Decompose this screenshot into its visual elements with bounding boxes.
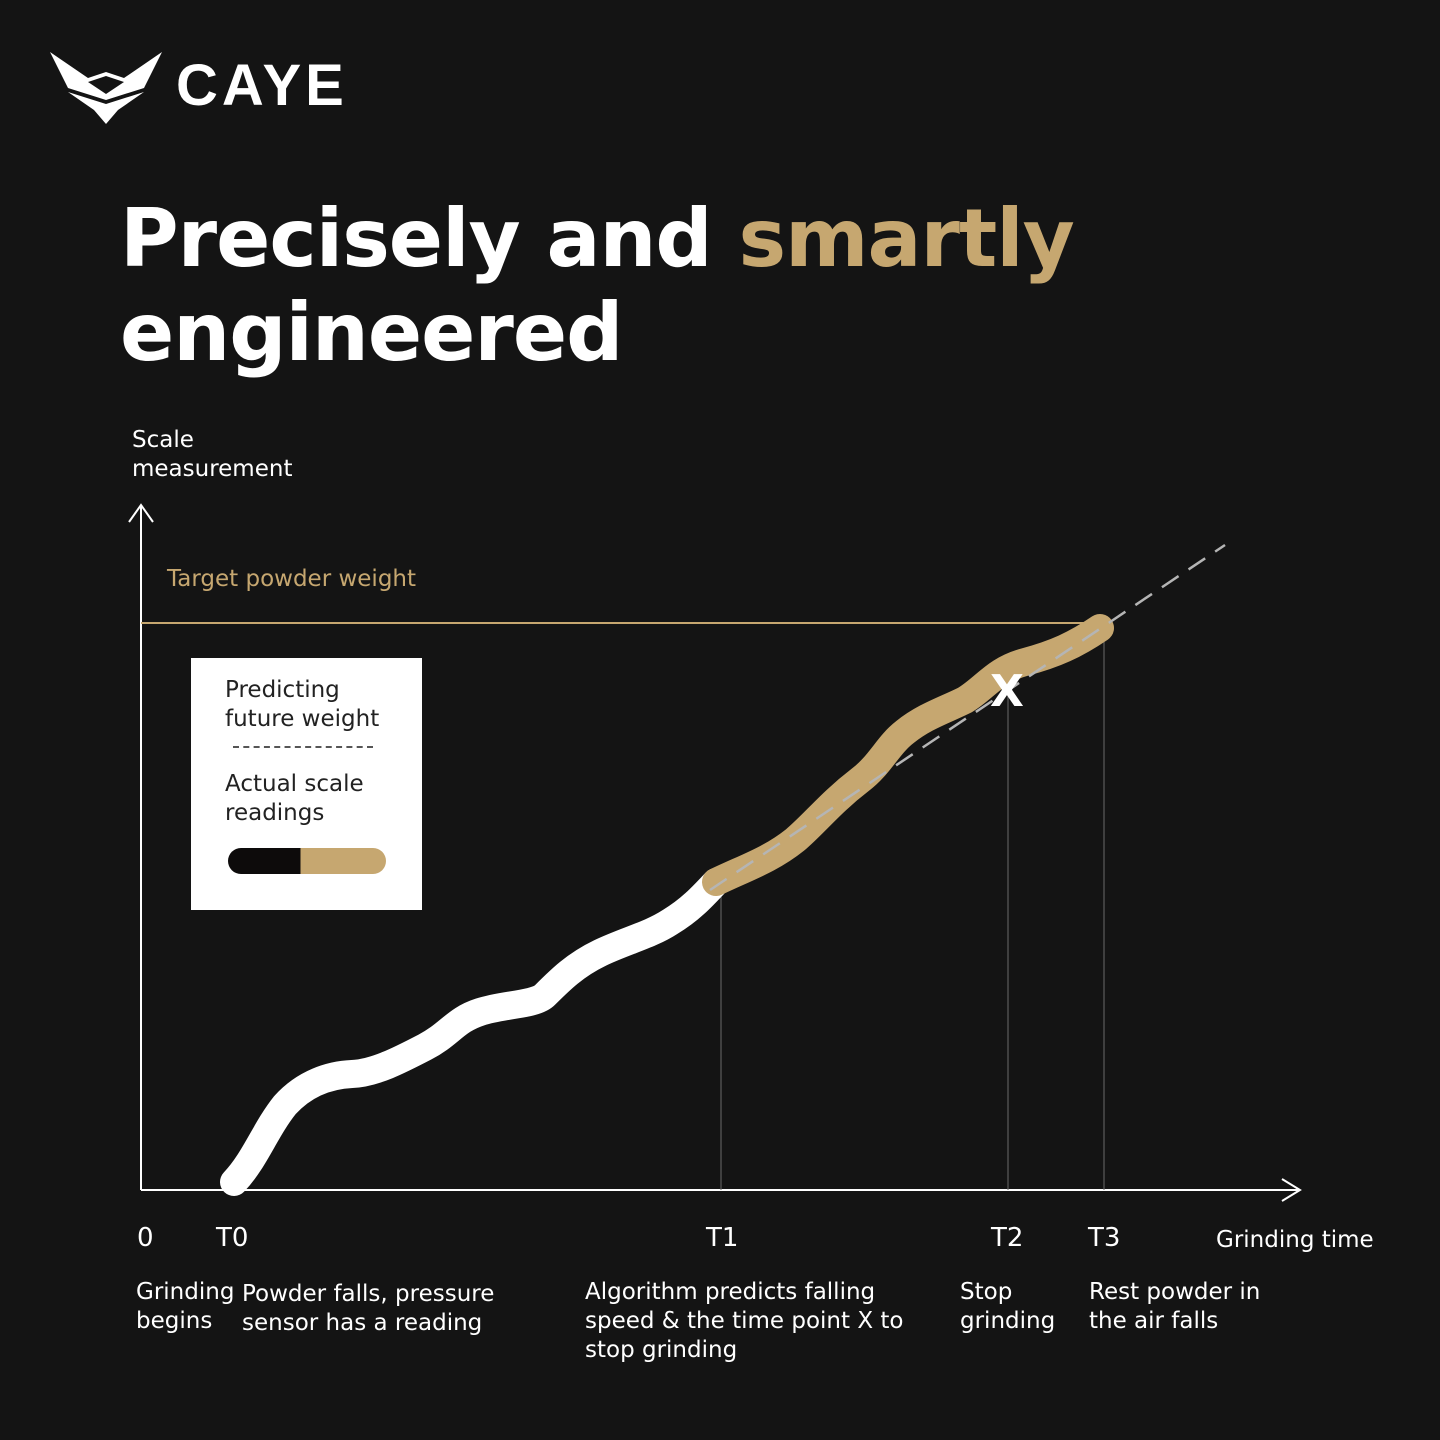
- legend-predict-label: Predicting future weight: [225, 677, 380, 732]
- legend-dash-swatch: [233, 746, 373, 748]
- tick-label-0: 0: [137, 1223, 154, 1253]
- actual-curve-white: [220, 868, 730, 1196]
- prediction-line: [709, 543, 1226, 892]
- x-axis-arrow: [1281, 1178, 1302, 1202]
- x-axis-label: Grinding time: [1216, 1227, 1374, 1253]
- desc-grinding-begins: Grinding begins: [136, 1279, 235, 1334]
- y-axis-arrow: [128, 503, 154, 523]
- legend-actual-label: Actual scale readings: [225, 771, 364, 826]
- tick-label-t0: T0: [216, 1223, 249, 1253]
- target-label: Target powder weight: [167, 566, 417, 592]
- stop-point-marker: X: [990, 666, 1024, 717]
- desc-algorithm-predicts: Algorithm predicts falling speed & the t…: [585, 1279, 904, 1363]
- tick-label-t2: T2: [991, 1223, 1024, 1253]
- tick-label-t3: T3: [1088, 1223, 1121, 1253]
- tick-label-t1: T1: [706, 1223, 739, 1253]
- title-accent: smartly: [738, 192, 1075, 285]
- title-part1: Precisely and: [120, 192, 739, 285]
- y-axis-label: Scale measurement: [132, 427, 293, 482]
- desc-powder-falls: Powder falls, pressure sensor has a read…: [242, 1281, 495, 1336]
- desc-rest-powder: Rest powder in the air falls: [1089, 1279, 1261, 1334]
- caye-logo-icon: [50, 52, 162, 124]
- legend: Predicting future weight Actual scale re…: [191, 658, 422, 910]
- page-title: Precisely and smartly engineered: [120, 192, 1075, 380]
- legend-pill-swatch: [228, 848, 386, 874]
- brand-name: CAYE: [176, 53, 348, 118]
- title-part2: engineered: [120, 286, 623, 379]
- actual-curve-gold: [702, 614, 1114, 896]
- desc-stop-grinding: Stop grinding: [960, 1279, 1056, 1334]
